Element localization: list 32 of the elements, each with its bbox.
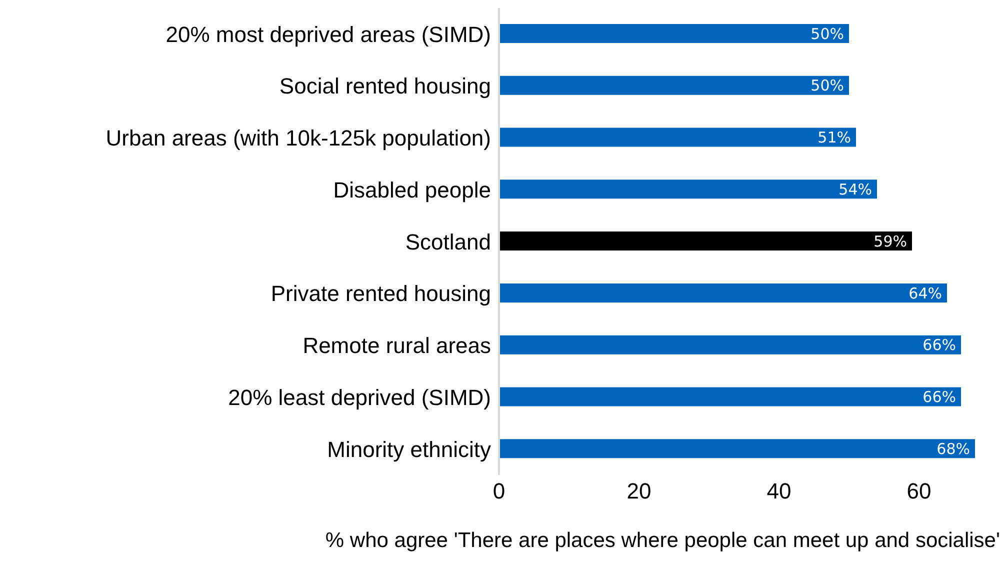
- bar: [499, 439, 975, 458]
- bar: [499, 387, 961, 406]
- x-tick-label: 0: [492, 478, 506, 504]
- y-tick-label: Minority ethnicity: [327, 436, 491, 462]
- y-tick-label: Private rented housing: [270, 281, 491, 306]
- x-tick-label: 20: [626, 478, 652, 504]
- data-label: 66%: [922, 388, 956, 406]
- y-tick-label: Disabled people: [333, 177, 491, 202]
- x-tick-label: 60: [906, 478, 932, 504]
- bar: [499, 180, 877, 199]
- data-label: 51%: [818, 128, 851, 147]
- data-label: 54%: [838, 180, 872, 198]
- y-tick-label: Urban areas (with 10k-125k population): [106, 126, 491, 151]
- data-label: 59%: [874, 232, 907, 250]
- bar: [499, 335, 961, 354]
- y-tick-label: Remote rural areas: [302, 333, 491, 358]
- data-label: 68%: [936, 440, 970, 458]
- bar: [499, 232, 912, 251]
- y-tick-label: 20% most deprived areas (SIMD): [166, 22, 491, 47]
- y-tick-label: Social rented housing: [279, 74, 491, 99]
- data-label: 50%: [810, 76, 844, 95]
- x-axis-title: % who agree 'There are places where people can meet up and socialise': [324, 529, 1000, 553]
- data-label: 64%: [908, 284, 942, 302]
- bar: [499, 24, 849, 43]
- bar: [499, 128, 856, 147]
- data-label: 50%: [810, 24, 844, 43]
- y-tick-label: 20% least deprived (SIMD): [228, 384, 491, 410]
- data-label: 66%: [922, 336, 956, 354]
- y-tick-label: Scotland: [405, 229, 491, 254]
- x-tick-label: 40: [766, 478, 792, 504]
- bar: [499, 283, 947, 302]
- bar: [499, 76, 849, 95]
